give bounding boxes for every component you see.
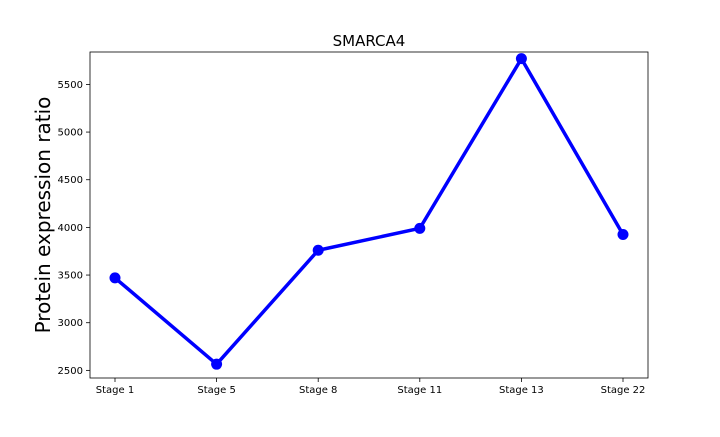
y-tick-label: 5000 [58,128,83,139]
y-tick-label: 5500 [58,80,83,91]
y-tick-label: 4500 [58,175,83,186]
data-point [617,229,629,241]
x-tick-label: Stage 1 [96,385,134,396]
data-point [211,358,223,370]
data-point [414,222,426,234]
plot-background [90,52,648,378]
x-tick-label: Stage 5 [197,385,235,396]
x-tick-label: Stage 13 [499,385,544,396]
data-point [515,53,527,65]
x-tick-label: Stage 8 [299,385,337,396]
plot-frame [89,51,649,379]
ticks-layer: 2500 3000 3500 4000 4500 5000 5500 Stage 1 Stage… [58,80,646,396]
y-axis-label: Protein expression ratio [31,97,55,334]
x-tick-label: Stage 11 [397,385,442,396]
y-tick-label: 3500 [58,271,83,282]
y-tick-label: 2500 [58,366,83,377]
data-point [312,244,324,256]
y-tick-label: 3000 [58,318,83,329]
series-line [113,56,625,366]
chart-title: SMARCA4 [333,32,406,50]
x-tick-label: Stage 22 [601,385,646,396]
data-point [109,272,121,284]
y-tick-label: 4000 [58,223,83,234]
series-layer [109,53,629,370]
